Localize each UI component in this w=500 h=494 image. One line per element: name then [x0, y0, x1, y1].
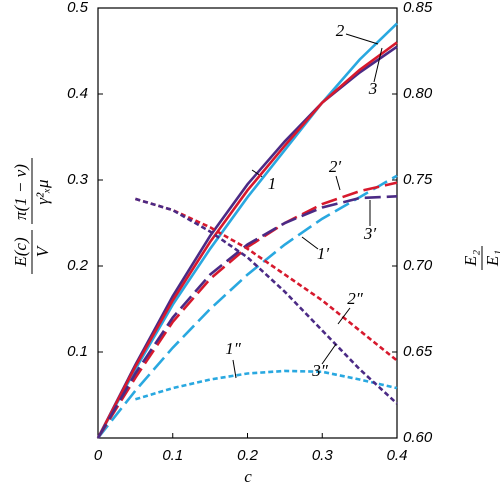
y2-label-part: E₂: [461, 250, 480, 267]
series-line: [96, 41, 398, 439]
leader-line: [232, 359, 237, 379]
leader-line: [301, 236, 319, 250]
y2-tick-label: 0.80: [403, 85, 433, 102]
series-line: [135, 197, 398, 405]
series-line: [96, 45, 398, 439]
series-line: [96, 195, 398, 439]
x-tick-label: 0.4: [387, 447, 408, 464]
y2-tick-label: 0.70: [403, 257, 433, 274]
x-tick-label: 0.2: [237, 447, 259, 464]
y2-tick-label: 0.65: [403, 343, 433, 360]
series-label: 2: [336, 21, 345, 40]
leader-line: [335, 175, 341, 191]
series-label: 3″: [311, 361, 329, 380]
y2-tick-label: 0.85: [403, 0, 433, 16]
y2-axis-label: E₂ E₁: [461, 246, 500, 270]
y-label-part: E(c): [11, 237, 30, 268]
series-label: 2″: [347, 289, 364, 308]
y2-tick-label: 0.75: [403, 171, 433, 188]
y-label-part: V: [33, 244, 52, 257]
series-label: 3′: [363, 224, 377, 243]
leader-line: [373, 47, 383, 83]
y-label-part: γ²ₓμ: [33, 179, 52, 204]
x-tick-label: 0: [94, 447, 103, 464]
series-label: 1: [268, 174, 277, 193]
series-label: 2′: [329, 157, 342, 176]
y2-label-part: E₁: [483, 250, 500, 267]
x-axis-label: c: [244, 467, 252, 486]
leader-line: [337, 307, 351, 325]
y-tick-label: 0.3: [67, 171, 89, 188]
y-label-part: π(1 − ν): [11, 164, 30, 220]
y-tick-label: 0.2: [67, 257, 89, 274]
series-line: [96, 22, 398, 439]
series-line: [135, 369, 398, 401]
x-tick-label: 0.3: [312, 447, 334, 464]
leader-line: [321, 343, 337, 365]
y-axis-label: E(c) V π(1 − ν) γ²ₓμ: [11, 158, 52, 274]
y2-tick-label: 0.60: [403, 429, 433, 446]
series-line: [135, 197, 398, 362]
y-tick-label: 0.1: [67, 343, 88, 360]
x-tick-label: 0.1: [162, 447, 183, 464]
series-label: 1″: [225, 339, 242, 358]
y-tick-label: 0.4: [67, 85, 88, 102]
leader-line: [345, 33, 379, 45]
series-label: 1′: [317, 244, 330, 263]
leader-line: [251, 169, 265, 179]
series-label: 3: [368, 79, 378, 98]
series-line: [96, 181, 398, 439]
y-tick-label: 0.5: [67, 0, 89, 16]
series-line: [96, 174, 398, 439]
